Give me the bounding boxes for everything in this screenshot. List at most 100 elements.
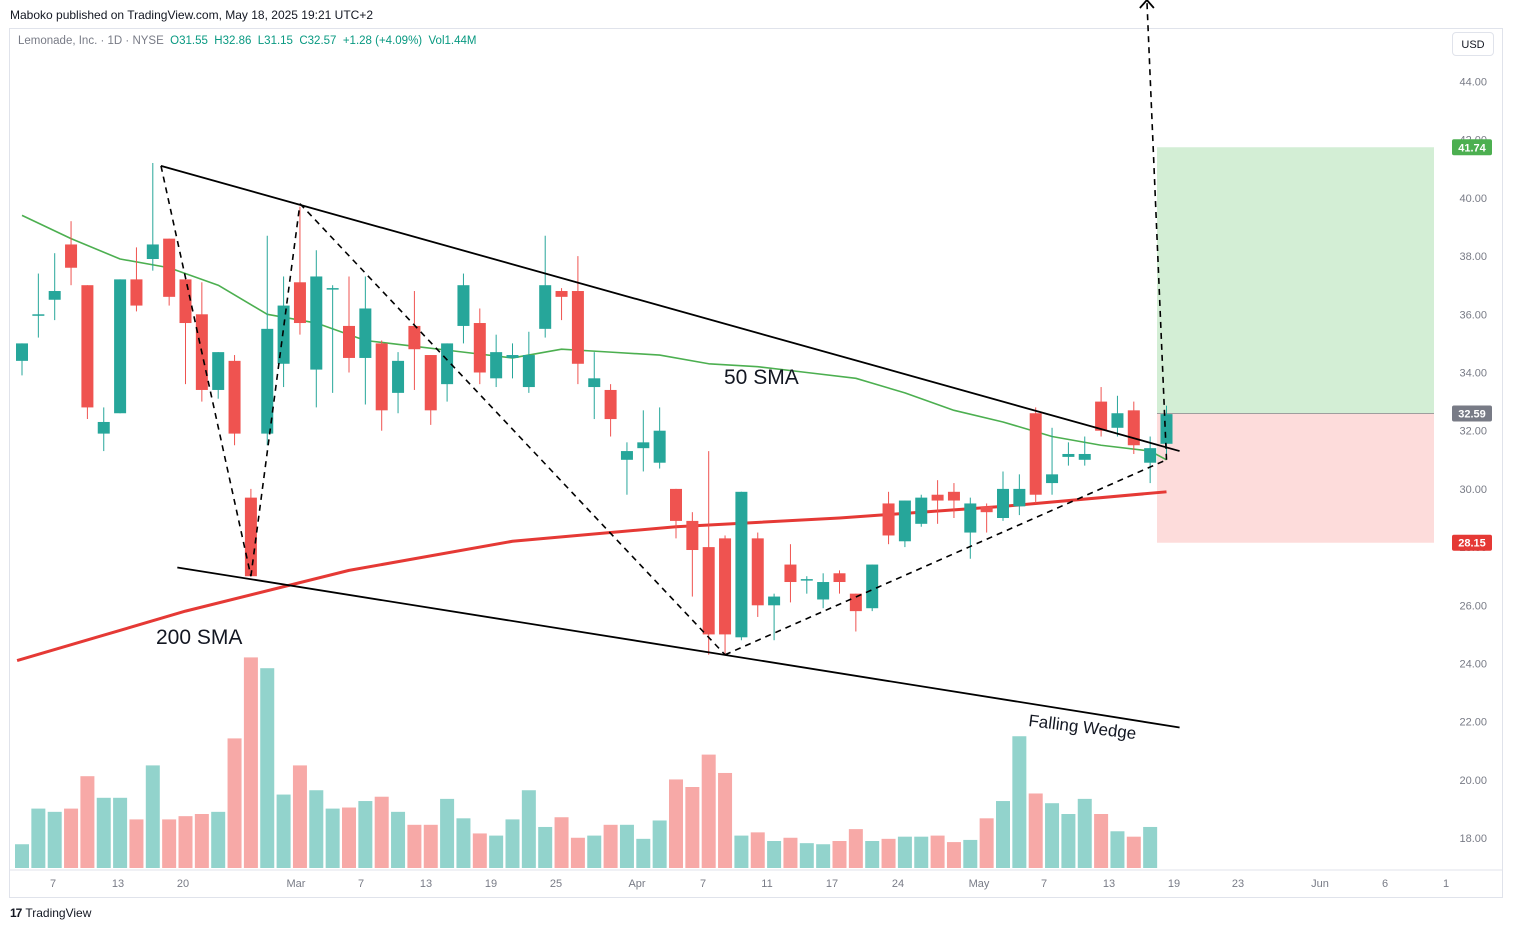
volume-bar [489,835,504,868]
target-price-tag-text: 41.74 [1458,142,1486,154]
candle[interactable] [1062,442,1075,466]
candle[interactable] [768,593,781,641]
candle[interactable] [670,488,682,539]
candle[interactable] [1029,407,1042,504]
candle[interactable] [571,256,584,385]
candle-body [1029,413,1042,495]
candle[interactable] [997,471,1009,521]
candle[interactable] [849,593,862,632]
candle[interactable] [817,573,830,609]
volume-bar [325,808,340,868]
candle-body [571,291,584,364]
candle[interactable] [195,282,208,402]
candle[interactable] [212,352,225,399]
candle[interactable] [375,340,388,431]
candle[interactable] [866,564,879,612]
volume-bar [669,779,683,868]
zigzag-segment[interactable] [299,203,726,656]
candle-body [277,305,290,364]
candle-body [964,503,977,533]
candle[interactable] [947,483,960,518]
candle[interactable] [653,407,666,469]
candle[interactable] [637,410,650,472]
zigzag-segment[interactable] [250,203,301,577]
candle[interactable] [146,162,159,271]
candle[interactable] [228,355,241,446]
candle[interactable] [751,532,764,617]
candle[interactable] [408,291,421,390]
candle[interactable] [1111,395,1124,437]
candle[interactable] [457,273,470,344]
candle[interactable] [163,238,176,306]
candle[interactable] [833,570,846,594]
candle[interactable] [1078,436,1091,466]
candle[interactable] [16,343,28,376]
candle[interactable] [915,494,928,527]
candle-body [522,355,535,388]
candle[interactable] [424,355,437,425]
candle[interactable] [179,276,192,385]
candle[interactable] [473,308,486,385]
candle-body [898,500,911,542]
candle[interactable] [604,384,617,437]
candle[interactable] [882,491,895,545]
candle[interactable] [800,576,813,594]
candle[interactable] [539,235,552,338]
publication-header: Maboko published on TradingView.com, May… [10,8,373,22]
candle[interactable] [130,247,143,312]
candle-body [768,596,781,606]
volume-bar [963,839,978,868]
currency-button[interactable]: USD [1452,32,1494,56]
candle[interactable] [702,451,715,655]
candle[interactable] [310,250,323,408]
candle[interactable] [392,352,405,414]
candle[interactable] [735,491,748,641]
candle[interactable] [898,500,911,548]
candle-body [784,564,797,583]
candle[interactable] [326,285,339,393]
tradingview-logo[interactable]: 17 TradingView [10,906,91,920]
wedge-lower-trendline[interactable] [177,566,1180,729]
candle-body [212,352,225,390]
candle[interactable] [686,512,699,597]
candle[interactable] [506,343,519,379]
candle-body [653,430,666,463]
candle[interactable] [65,221,78,286]
zigzag-segment[interactable] [724,459,1167,656]
candle[interactable] [244,488,257,577]
candle-body [931,494,944,501]
candle[interactable] [620,442,633,495]
candle[interactable] [588,352,601,420]
volume-bar [80,776,95,868]
candle[interactable] [32,273,45,338]
candle[interactable] [1144,436,1157,484]
x-tick-label: 7 [358,878,364,890]
candle[interactable] [555,288,568,321]
candle[interactable] [719,535,732,655]
candle[interactable] [48,253,61,321]
candle[interactable] [980,503,993,533]
candle[interactable] [359,276,372,405]
candle-body [293,282,306,324]
candle[interactable] [931,480,944,524]
candle[interactable] [293,206,306,335]
candle[interactable] [343,276,355,373]
candle[interactable] [114,279,127,414]
zigzag-segment[interactable] [160,165,252,577]
candle[interactable] [1127,401,1140,454]
y-tick-label: 20.00 [1459,775,1487,787]
candle[interactable] [1046,427,1059,495]
candle[interactable] [81,285,94,420]
candle[interactable] [1013,474,1026,516]
candle[interactable] [261,235,274,446]
candle[interactable] [784,544,797,603]
volume-bar [178,816,193,868]
candle[interactable] [522,331,535,393]
candle[interactable] [441,343,454,402]
wedge-upper-trendline[interactable] [160,165,1180,452]
candle[interactable] [964,497,977,559]
candle-body [146,244,159,260]
candle[interactable] [490,334,503,388]
candle[interactable] [97,407,110,452]
